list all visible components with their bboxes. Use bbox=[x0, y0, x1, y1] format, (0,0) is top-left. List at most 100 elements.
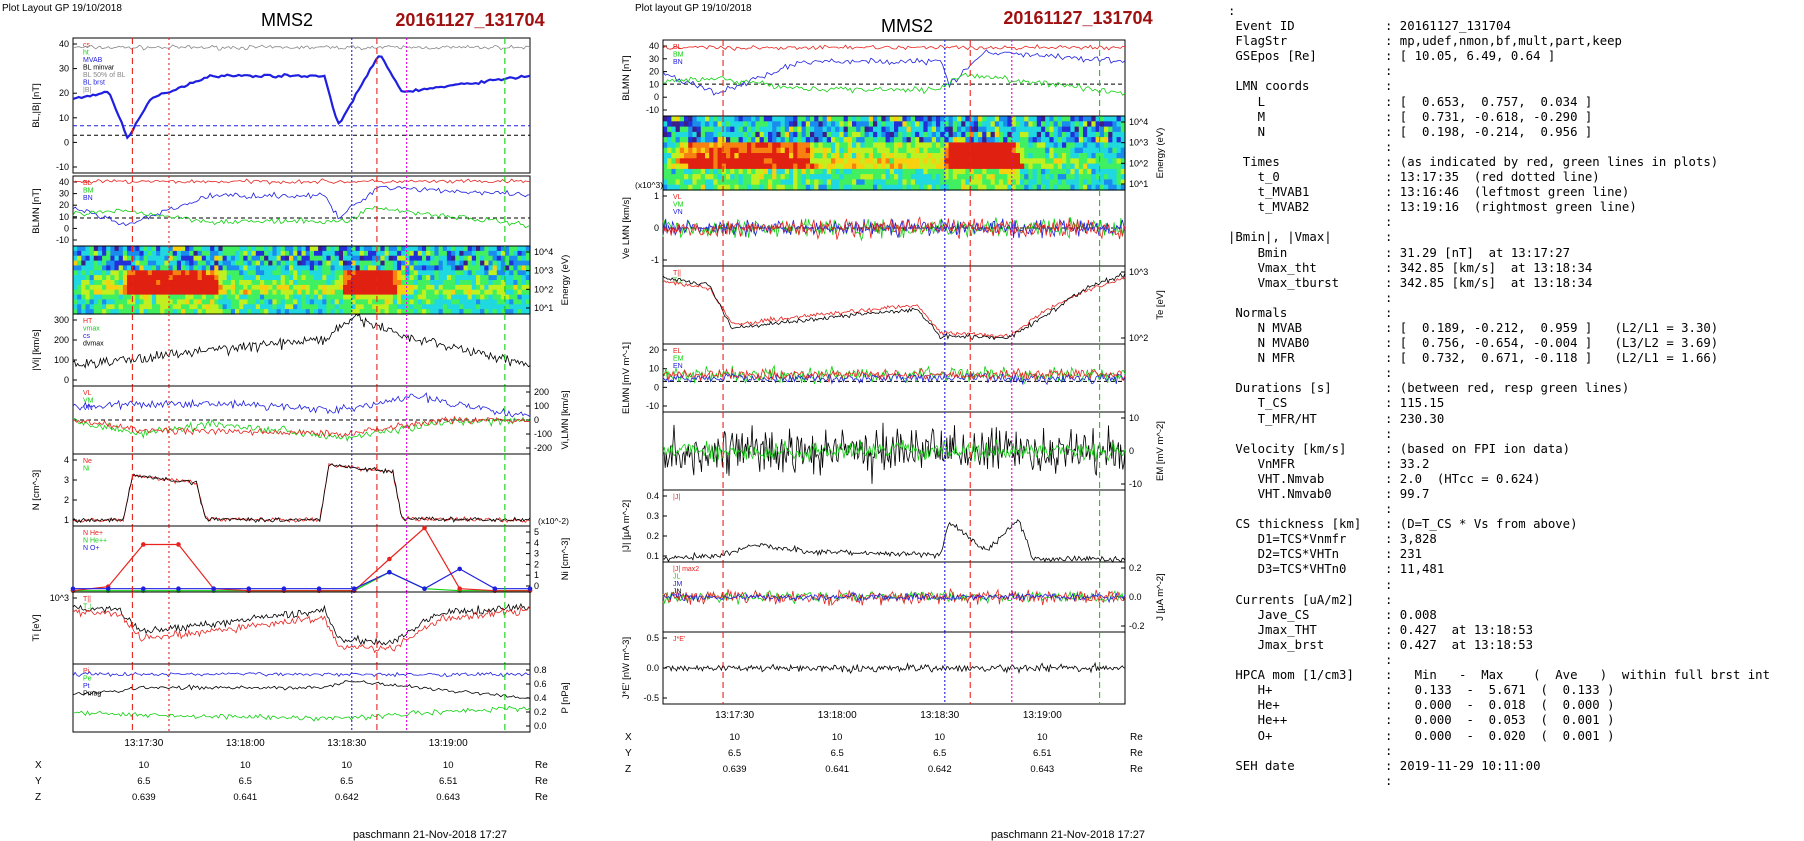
spectro-cell bbox=[688, 184, 693, 191]
spectro-cell bbox=[1120, 137, 1126, 143]
spectro-cell bbox=[868, 168, 874, 175]
spectro-cell bbox=[181, 260, 186, 267]
spectro-cell bbox=[747, 131, 752, 138]
legend-entry: HT bbox=[83, 318, 93, 325]
spectro-cell bbox=[705, 147, 710, 154]
spectro-cell bbox=[93, 255, 99, 262]
spectro-cell bbox=[1099, 174, 1105, 180]
spectro-cell bbox=[856, 184, 861, 191]
spacecraft-title: MMS2 bbox=[261, 10, 313, 30]
spectro-cell bbox=[355, 250, 361, 257]
spectro-cell bbox=[422, 299, 427, 305]
spectro-cell bbox=[409, 260, 415, 267]
spectro-cell bbox=[181, 265, 186, 271]
spectro-cell bbox=[376, 270, 382, 276]
spectro-cell bbox=[671, 121, 677, 128]
spectro-cell bbox=[81, 250, 87, 257]
spectro-cell bbox=[1095, 163, 1101, 170]
spectro-cell bbox=[763, 184, 769, 191]
spectro-cell bbox=[684, 179, 689, 186]
spectro-cell bbox=[881, 163, 887, 170]
spectro-cell bbox=[822, 184, 828, 191]
spectro-cell bbox=[305, 265, 311, 271]
legend-entry: VL bbox=[673, 194, 682, 201]
spectro-cell bbox=[106, 255, 111, 262]
spectro-cell bbox=[301, 284, 307, 291]
spectro-cell bbox=[700, 121, 706, 128]
tick-label: 0 bbox=[64, 375, 69, 385]
spectro-cell bbox=[873, 131, 878, 138]
info-sep: : bbox=[1385, 260, 1393, 275]
spectro-cell bbox=[189, 260, 195, 267]
spectro-cell bbox=[509, 275, 514, 281]
spectro-cell bbox=[151, 299, 157, 305]
spectro-cell bbox=[763, 121, 769, 128]
spectro-cell bbox=[1032, 153, 1038, 159]
spectro-cell bbox=[334, 284, 340, 291]
spectro-cell bbox=[517, 299, 523, 305]
spectro-cell bbox=[459, 250, 465, 257]
spectro-cell bbox=[910, 131, 916, 138]
spectro-cell bbox=[1057, 174, 1063, 180]
spectro-cell bbox=[730, 158, 735, 165]
info-value: 231 bbox=[1392, 547, 1423, 562]
spectro-cell bbox=[471, 289, 477, 296]
spectro-cell bbox=[376, 265, 382, 271]
spectro-cell bbox=[272, 289, 278, 296]
spectro-cell bbox=[776, 158, 782, 165]
spectro-cell bbox=[721, 184, 727, 191]
spectro-cell bbox=[438, 294, 444, 301]
spectro-cell bbox=[160, 309, 165, 315]
spectro-cell bbox=[272, 255, 278, 262]
spectro-cell bbox=[1024, 121, 1029, 128]
spectro-cell bbox=[351, 280, 357, 286]
info-key: VHT.Nmvab bbox=[1228, 471, 1325, 486]
spectro-cell bbox=[990, 147, 996, 154]
info-key: O+ bbox=[1228, 728, 1273, 743]
spectro-cell bbox=[906, 174, 912, 180]
spectro-cell bbox=[881, 153, 887, 159]
spectro-cell bbox=[500, 294, 506, 301]
spectro-cell bbox=[467, 275, 473, 281]
spectro-cell bbox=[1024, 126, 1029, 133]
spectro-cell bbox=[127, 270, 132, 276]
spectro-cell bbox=[1120, 142, 1126, 149]
spectro-cell bbox=[247, 294, 253, 301]
spectro-cell bbox=[1045, 121, 1050, 128]
spectro-cell bbox=[1020, 126, 1025, 133]
info-row: : bbox=[1228, 291, 1798, 306]
spectro-cell bbox=[189, 294, 195, 301]
spectro-cell bbox=[940, 142, 945, 149]
spectro-cell bbox=[915, 116, 920, 122]
spectro-cell bbox=[742, 153, 748, 159]
spectro-cell bbox=[730, 142, 735, 149]
time-tick-label: 13:17:30 bbox=[124, 738, 163, 749]
spectro-cell bbox=[147, 304, 153, 310]
spectro-cell bbox=[1015, 163, 1021, 170]
spectro-cell bbox=[451, 250, 456, 257]
spectro-cell bbox=[214, 294, 220, 301]
spectro-cell bbox=[401, 255, 406, 262]
spectro-cell bbox=[1015, 174, 1021, 180]
spectro-cell bbox=[860, 174, 866, 180]
spectro-cell bbox=[784, 179, 790, 186]
spectro-cell bbox=[280, 260, 286, 267]
spectro-cell bbox=[496, 299, 502, 305]
panel-te-frame bbox=[662, 265, 1126, 345]
spectro-cell bbox=[957, 126, 962, 133]
spectro-cell bbox=[326, 289, 332, 296]
spectro-cell bbox=[734, 116, 740, 122]
spectro-cell bbox=[168, 289, 174, 296]
spectro-cell bbox=[1020, 153, 1025, 159]
spectro-cell bbox=[1074, 184, 1080, 191]
spectro-cell bbox=[89, 260, 95, 267]
spectro-cell bbox=[384, 294, 390, 301]
spectro-cell bbox=[965, 137, 971, 143]
spectro-cell bbox=[521, 289, 527, 296]
axis-label: J [µA m^-2] bbox=[1155, 573, 1166, 620]
spectro-cell bbox=[230, 275, 236, 281]
spectro-cell bbox=[957, 153, 962, 159]
spectro-cell bbox=[280, 304, 286, 310]
spectro-cell bbox=[106, 250, 111, 257]
spectro-cell bbox=[201, 284, 207, 291]
